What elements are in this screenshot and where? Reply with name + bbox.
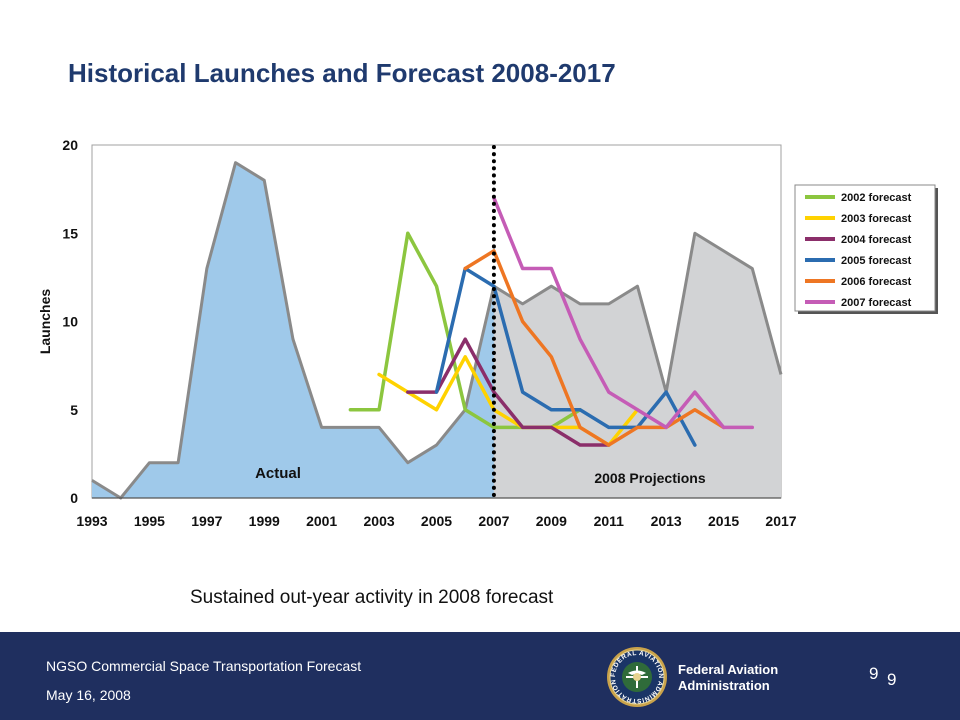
series-line-2004-forecast [406, 337, 611, 447]
x-tick-label: 1997 [191, 513, 222, 529]
page-number: 9 [869, 664, 879, 683]
footer-date: May 16, 2008 [46, 687, 131, 703]
slide-caption: Sustained out-year activity in 2008 fore… [190, 587, 554, 608]
legend-label: 2005 forecast [841, 255, 912, 267]
x-tick-label: 1993 [76, 513, 107, 529]
area-label-projection: 2008 Projections [594, 470, 705, 486]
y-axis-label: Launches [37, 289, 53, 355]
x-tick-label: 2009 [536, 513, 567, 529]
page-number-shadow: 9 [887, 670, 897, 689]
actual-area [92, 162, 494, 498]
y-tick-label: 10 [62, 314, 78, 330]
agency-name: Federal Aviation Administration [678, 662, 778, 694]
legend-label: 2007 forecast [841, 297, 912, 309]
agency-line-1: Federal Aviation [678, 662, 779, 677]
launch-chart: 0 5 10 15 20 1993 1995 1997 1999 2001 2003 2005 2007… [37, 137, 938, 529]
x-tick-label: 2003 [364, 513, 395, 529]
agency-line-2: Administration [678, 678, 770, 693]
legend-label: 2002 forecast [841, 192, 912, 204]
series-line-2005-forecast [434, 266, 697, 447]
legend-label: 2003 forecast [841, 213, 912, 225]
y-tick-label: 0 [70, 490, 78, 506]
x-tick-label: 2015 [708, 513, 739, 529]
projection-line [493, 231, 783, 394]
slide-title: Historical Launches and Forecast 2008-20… [68, 58, 616, 88]
x-tick-label: 1995 [134, 513, 165, 529]
x-tick-label: 2001 [306, 513, 337, 529]
faa-seal-logo: FEDERAL AVIATION ADMINISTRATION [607, 647, 667, 707]
footer-title: NGSO Commercial Space Transportation For… [46, 658, 362, 674]
legend-box [794, 184, 936, 312]
x-tick-label: 2005 [421, 513, 452, 529]
y-tick-label: 15 [62, 225, 78, 241]
actual-line [91, 161, 496, 500]
x-tick-label: 1999 [249, 513, 280, 529]
legend-label: 2006 forecast [841, 276, 912, 288]
series-line-2006-forecast [463, 249, 726, 447]
x-tick-label: 2007 [478, 513, 509, 529]
footer-bar: NGSO Commercial Space Transportation For… [0, 632, 960, 720]
x-tick-label: 2011 [594, 513, 625, 529]
y-tick-label: 20 [62, 137, 78, 153]
series-line-2007-forecast [492, 196, 755, 430]
x-tick-label: 2013 [651, 513, 682, 529]
legend-label: 2004 forecast [841, 234, 912, 246]
area-label-actual: Actual [255, 465, 301, 482]
y-tick-label: 5 [70, 402, 78, 418]
x-tick-label: 2017 [765, 513, 796, 529]
